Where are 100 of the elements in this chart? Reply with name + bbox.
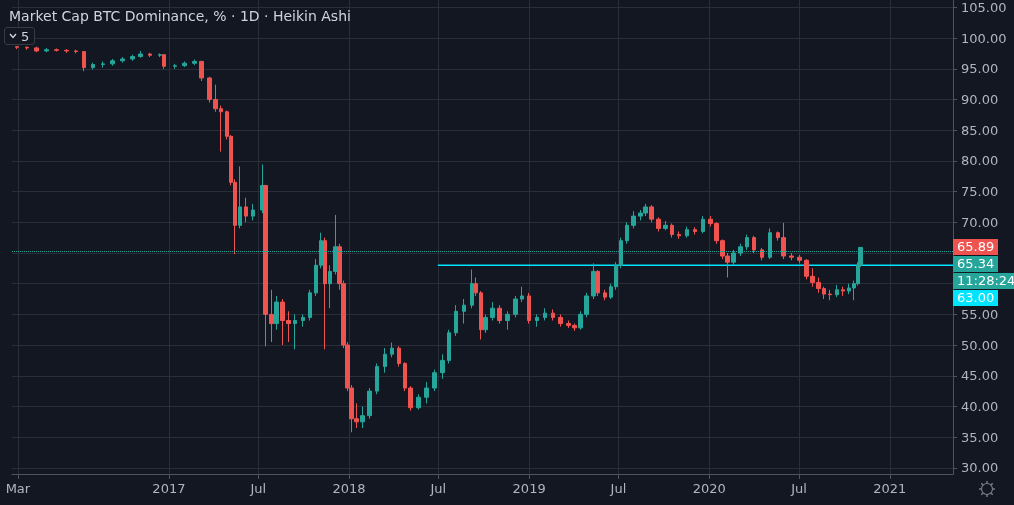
candlestick <box>367 387 372 420</box>
y-tick-label: 40.00 <box>961 398 999 414</box>
x-tick-label: Mar <box>5 481 31 496</box>
candlestick <box>130 54 135 62</box>
candlestick <box>416 393 421 411</box>
text: Market Cap BTC Dominance, % · 1D · Heikin Ashi <box>9 8 351 24</box>
x-tick-label: 2017 <box>152 481 186 496</box>
candlestick <box>173 63 177 70</box>
candlestick <box>34 46 39 53</box>
candlestick <box>505 310 510 331</box>
candlestick <box>797 254 802 264</box>
y-tick-label: 90.00 <box>961 91 999 107</box>
candlestick <box>397 345 401 368</box>
candlestick <box>293 313 297 350</box>
candlestick <box>551 308 555 321</box>
candlestick <box>677 230 681 240</box>
candlestick <box>182 60 187 68</box>
candlestick <box>447 329 451 364</box>
text: 11:28:24 <box>953 273 1014 290</box>
candlestick <box>543 307 547 321</box>
candlestick <box>192 59 197 66</box>
candlestick <box>483 313 488 334</box>
candlestick <box>82 50 86 72</box>
candlestick <box>625 221 629 245</box>
ref-line-label: 65.34 <box>953 256 999 273</box>
y-tick-label: 45.00 <box>961 368 999 384</box>
candlestick <box>490 301 495 321</box>
candlestick <box>110 58 115 67</box>
y-tick-label: 100.00 <box>961 30 1007 46</box>
y-tick-label: 105.00 <box>961 0 1007 15</box>
candlestick <box>323 237 327 350</box>
candlestick <box>54 48 59 53</box>
candlestick <box>390 342 394 358</box>
candlestick <box>158 52 162 58</box>
candlestick <box>308 289 312 321</box>
candlestick <box>244 197 248 223</box>
candlestick <box>789 252 794 261</box>
candlestick <box>375 362 379 395</box>
candlestick <box>74 49 78 54</box>
candlestick <box>454 304 458 337</box>
annotation: 5 <box>21 28 30 44</box>
candlestick <box>527 292 531 325</box>
candlestick <box>462 298 466 325</box>
candlestick <box>701 215 705 234</box>
candlestick <box>841 286 845 297</box>
candlestick <box>120 56 125 64</box>
candlestick <box>15 46 19 50</box>
candlestick <box>44 47 49 53</box>
candlestick <box>591 262 596 300</box>
y-tick-label: 30.00 <box>961 460 999 476</box>
candlestick <box>649 204 654 223</box>
y-tick-label: 95.00 <box>961 61 999 77</box>
x-tick-label: Jul <box>249 481 267 496</box>
candlestick <box>828 289 832 301</box>
candlestick <box>91 62 95 70</box>
candlestick <box>670 222 674 239</box>
candlestick <box>596 269 600 297</box>
candlestick <box>301 313 305 328</box>
candlestick <box>101 60 105 69</box>
candlestick <box>148 52 152 58</box>
candlestick <box>752 235 756 254</box>
y-tick-label: 80.00 <box>961 153 999 169</box>
data-label: 63.00 <box>953 290 999 307</box>
candlestick <box>251 203 255 221</box>
candlestick <box>558 313 563 328</box>
candlestick <box>520 286 524 303</box>
candlestick <box>360 405 365 429</box>
x-tick-label: 2021 <box>873 481 907 496</box>
candlestick <box>440 353 445 380</box>
candlestick <box>238 165 242 229</box>
x-tick-label: Jul <box>790 481 807 496</box>
candlestick <box>138 50 143 59</box>
candlestick <box>432 369 437 392</box>
candlestick <box>470 269 474 309</box>
y-tick-label: 35.00 <box>961 429 999 445</box>
y-tick-label: 55.00 <box>961 306 999 322</box>
candlestick <box>199 60 204 82</box>
y-tick-label: 50.00 <box>961 337 999 353</box>
candlestick <box>656 216 661 232</box>
x-tick-label: 2018 <box>332 481 366 496</box>
y-tick-label: 70.00 <box>961 214 999 230</box>
candlestick <box>835 284 839 298</box>
candlestick <box>685 226 689 239</box>
candlestick <box>513 295 518 318</box>
candlestick <box>383 347 387 374</box>
candlestick <box>631 210 636 229</box>
x-tick-label: Jul <box>609 481 627 496</box>
candlestick <box>64 48 69 54</box>
x-tick-label: Jul <box>429 481 447 496</box>
candlestick <box>663 220 668 231</box>
candlestick <box>535 313 539 328</box>
candlestick <box>760 247 764 261</box>
candlestick <box>693 226 697 236</box>
x-tick-label: 2020 <box>692 481 726 496</box>
candlestick <box>497 304 502 325</box>
x-tick-label: 2019 <box>512 481 546 496</box>
candlestick <box>424 381 429 404</box>
candlestick <box>274 295 279 331</box>
candlestick <box>162 54 166 70</box>
y-tick-label: 85.00 <box>961 122 999 138</box>
